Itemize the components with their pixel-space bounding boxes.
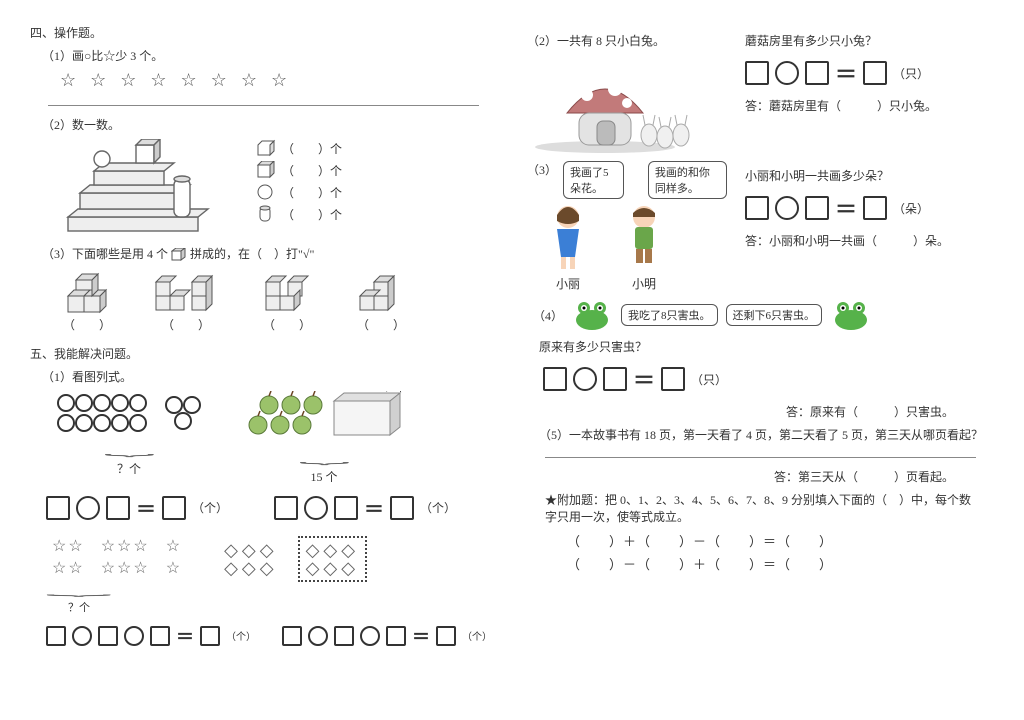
brace-icon: ⏟ xyxy=(299,453,349,461)
answer-rule xyxy=(545,457,976,458)
q4-3-text: （3）下面哪些是用 4 个 拼成的，在（ ）打"√" xyxy=(42,245,497,262)
q4-2-text: （2）数一数。 xyxy=(42,116,497,133)
q-frogs: （4） 我吃了8只害虫。 还剩下6只害虫。 原来有多少只害虫？ ＝ （只） 答：… xyxy=(527,298,994,420)
cube-option: （ ） xyxy=(258,272,316,333)
shape-count-list: （ ）个 （ ）个 （ ）个 （ ）个 xyxy=(256,139,342,223)
section-4-title: 四、操作题。 xyxy=(30,24,497,41)
equation-blank: ＝ （个） xyxy=(46,493,228,522)
blank-box[interactable] xyxy=(106,496,130,520)
bonus-title: ★附加题：把 0、1、2、3、4、5、6、7、8、9 分别填入下面的（ ）中，每… xyxy=(545,491,976,525)
bonus-eq2: （ ）－（ ）＋（ ）＝（ ） xyxy=(567,554,954,573)
equation-blank: ＝ （朵） xyxy=(745,192,994,224)
cube-options: （ ） （ ） （ ） （ ） xyxy=(60,272,497,333)
count-blank: （ ）个 xyxy=(282,140,342,157)
equation-blank: ＝ （只） xyxy=(543,363,994,395)
shapes-counting: （ ）个 （ ）个 （ ）个 （ ）个 xyxy=(54,139,497,239)
answer-line: 答：原来有（ ）只害虫。 xyxy=(527,403,954,420)
blank-op[interactable] xyxy=(76,496,100,520)
equation-blank-long: ＝ （个） xyxy=(282,623,492,649)
q2-question: 蘑菇房里有多少只小兔？ xyxy=(745,32,994,49)
q2-text: （2）一共有 8 只小白兔。 xyxy=(527,32,727,49)
apples-icon: ？个 xyxy=(244,391,404,447)
fifteen-label: 15 个 xyxy=(310,468,337,485)
circles-group: ⏟ ？个 xyxy=(54,391,204,485)
picture-equations-row1: ⏟ ？个 ？个 ⏟ 15 个 xyxy=(54,391,497,485)
brace-icon: ⏟ xyxy=(104,445,154,453)
cube-option: （ ） xyxy=(60,272,114,333)
frog-icon xyxy=(571,298,613,332)
apples-group: ？个 ⏟ 15 个 xyxy=(244,391,404,485)
left-column: 四、操作题。 （1）画○比☆少 3 个。 ☆☆☆☆☆☆☆☆ （2）数一数。 xyxy=(30,20,497,700)
diamonds-group: ◇◇◇◇◇◇ ◇◇◇◇◇◇ xyxy=(224,536,367,582)
q-rabbits: （2）一共有 8 只小白兔。 蘑菇房里有多少只小兔？ ＝ （只） 答：蘑菇房里有 xyxy=(527,26,994,155)
count-blank: （ ）个 xyxy=(282,184,342,201)
q4-question: 原来有多少只害虫？ xyxy=(539,338,994,355)
svg-text:？个: ？个 xyxy=(384,391,404,394)
stars-group: ☆☆☆☆ ☆☆☆☆☆☆ ☆☆ xyxy=(52,536,182,582)
girl-figure: 小丽 xyxy=(545,203,591,292)
equation-blank: ＝ （个） xyxy=(274,493,456,522)
cube-option: （ ） xyxy=(152,272,220,333)
star-row: ☆☆☆☆☆☆☆☆ xyxy=(60,70,497,91)
section-5-title: 五、我能解决问题。 xyxy=(30,345,497,362)
speech-bubble: 还剩下6只害虫。 xyxy=(726,304,823,326)
answer-line: 答：小丽和小明一共画（ ）朵。 xyxy=(745,232,994,249)
q4-1-text: （1）画○比☆少 3 个。 xyxy=(42,47,497,64)
qmark-label: ？个 xyxy=(117,460,141,477)
divider xyxy=(48,105,479,106)
speech-bubble: 我画了5朵花。 xyxy=(563,161,624,199)
blank-box[interactable] xyxy=(46,496,70,520)
mushroom-house-icon xyxy=(527,55,717,155)
speech-bubble: 我画的和你同样多。 xyxy=(648,161,727,199)
cubes-icon xyxy=(60,272,114,316)
boy-figure: 小明 xyxy=(621,203,667,292)
picture-equations-row2: ☆☆☆☆ ☆☆☆☆☆☆ ☆☆ ◇◇◇◇◇◇ ◇◇◇◇◇◇ xyxy=(30,536,497,582)
right-column: （2）一共有 8 只小白兔。 蘑菇房里有多少只小兔？ ＝ （只） 答：蘑菇房里有 xyxy=(527,20,994,700)
q3-question: 小丽和小明一共画多少朵？ xyxy=(745,167,994,184)
speech-bubble: 我吃了8只害虫。 xyxy=(621,304,718,326)
girl-icon xyxy=(545,203,591,271)
frog-icon xyxy=(830,298,872,332)
cube-option: （ ） xyxy=(354,272,408,333)
equation-blank-long: ＝ （个） xyxy=(46,623,256,649)
answer-line: 答：第三天从（ ）页看起。 xyxy=(527,468,954,485)
blank-box[interactable] xyxy=(162,496,186,520)
count-blank: （ ）个 xyxy=(282,206,342,223)
equation-blank: ＝ （只） xyxy=(745,57,994,89)
count-blank: （ ）个 xyxy=(282,162,342,179)
blocks-illustration xyxy=(54,139,234,239)
answer-line: 答：蘑菇房里有（ ）只小兔。 xyxy=(745,97,994,114)
boy-icon xyxy=(621,203,667,271)
q-children: （3） 我画了5朵花。 我画的和你同样多。 小丽 xyxy=(527,161,994,292)
circles-icon xyxy=(54,391,204,439)
bonus-eq1: （ ）＋（ ）－（ ）＝（ ） xyxy=(567,531,954,550)
q5-1-text: （1）看图列式。 xyxy=(42,368,497,385)
q5-text: （5）一本故事书有 18 页，第一天看了 4 页，第二天看了 5 页，第三天从哪… xyxy=(539,426,994,443)
